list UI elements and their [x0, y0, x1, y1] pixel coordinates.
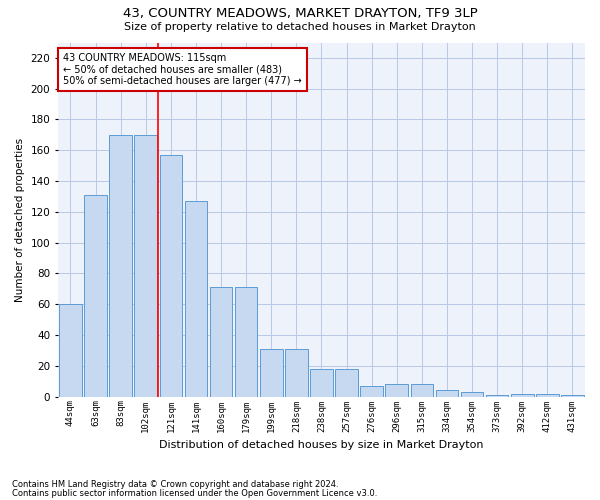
- Y-axis label: Number of detached properties: Number of detached properties: [15, 138, 25, 302]
- Bar: [410, 384, 433, 396]
- Bar: [210, 288, 232, 397]
- Bar: [235, 288, 257, 397]
- Bar: [109, 135, 132, 396]
- Bar: [285, 349, 308, 397]
- Bar: [160, 155, 182, 396]
- Text: Contains public sector information licensed under the Open Government Licence v3: Contains public sector information licen…: [12, 488, 377, 498]
- Bar: [84, 195, 107, 396]
- Text: Contains HM Land Registry data © Crown copyright and database right 2024.: Contains HM Land Registry data © Crown c…: [12, 480, 338, 489]
- Bar: [561, 395, 584, 396]
- X-axis label: Distribution of detached houses by size in Market Drayton: Distribution of detached houses by size …: [159, 440, 484, 450]
- Bar: [536, 394, 559, 396]
- Text: Size of property relative to detached houses in Market Drayton: Size of property relative to detached ho…: [124, 22, 476, 32]
- Bar: [185, 201, 207, 396]
- Text: 43, COUNTRY MEADOWS, MARKET DRAYTON, TF9 3LP: 43, COUNTRY MEADOWS, MARKET DRAYTON, TF9…: [122, 8, 478, 20]
- Bar: [361, 386, 383, 396]
- Bar: [59, 304, 82, 396]
- Bar: [385, 384, 408, 396]
- Text: 43 COUNTRY MEADOWS: 115sqm
← 50% of detached houses are smaller (483)
50% of sem: 43 COUNTRY MEADOWS: 115sqm ← 50% of deta…: [63, 53, 302, 86]
- Bar: [461, 392, 484, 396]
- Bar: [511, 394, 533, 396]
- Bar: [436, 390, 458, 396]
- Bar: [335, 369, 358, 396]
- Bar: [260, 349, 283, 397]
- Bar: [310, 369, 333, 396]
- Bar: [134, 135, 157, 396]
- Bar: [486, 395, 508, 396]
